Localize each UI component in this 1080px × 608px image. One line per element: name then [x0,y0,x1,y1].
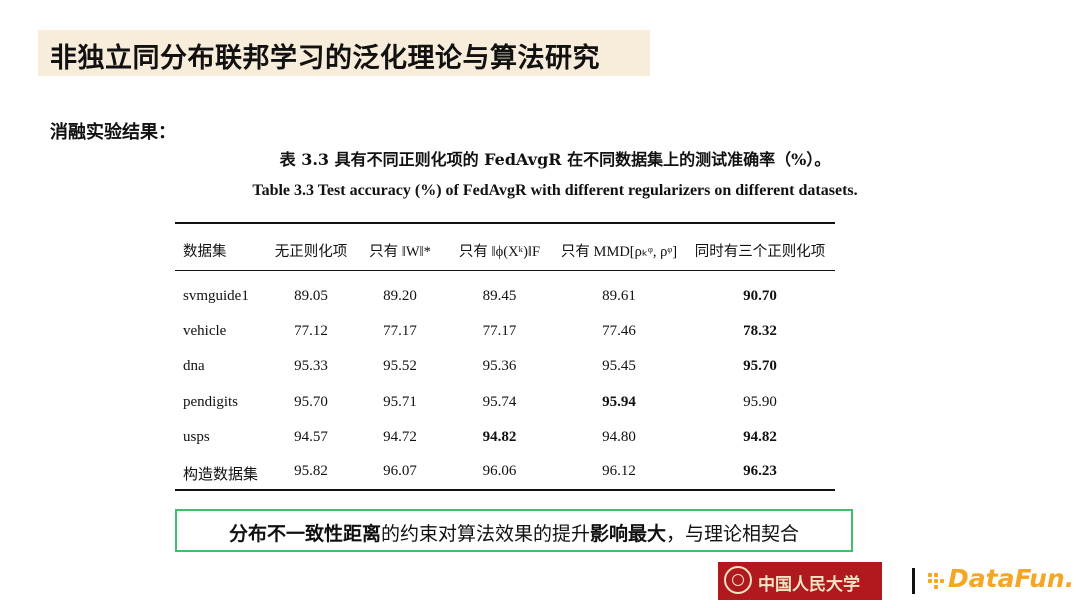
table-cell-no-reg: 77.12 [294,323,328,339]
table-cell-dataset: vehicle [183,323,227,339]
header-dataset: 数据集 [183,244,227,260]
table-cell-no-reg: 95.70 [294,394,328,410]
datafun-dots-icon [928,573,948,589]
table-cell-no-reg: 94.57 [294,429,328,445]
table-cell-only-phi: 77.17 [482,323,517,339]
conclusion-bold-1: 分布不一致性距离 [228,523,381,545]
table-cell-all-three: 95.70 [743,358,777,374]
table-cell-no-reg: 89.05 [294,288,328,304]
header-only-phi: 只有 ‖ϕ(Xᵏ)‖F [458,244,541,260]
table-caption-en: Table 3.3 Test accuracy (%) of FedAvgR w… [252,182,858,199]
table-top-rule [175,222,835,224]
section-label: 消融实验结果： [50,122,176,143]
table-cell-only-w: 94.72 [383,429,417,445]
table-cell-only-w: 89.20 [383,288,417,304]
conclusion-plain-1: 的约束对算法效果的提升 [380,523,590,545]
table-cell-only-phi: 96.06 [482,463,517,479]
table-cell-all-three: 78.32 [743,323,777,339]
table-cell-all-three: 94.82 [743,429,777,445]
table-cell-only-phi: 95.36 [482,358,517,374]
table-cell-all-three: 90.70 [743,288,777,304]
page-title: 非独立同分布联邦学习的泛化理论与算法研究 [50,43,600,74]
table-cell-dataset: pendigits [183,394,238,410]
table-cell-only-phi: 94.82 [482,429,517,445]
title-background [38,30,650,76]
table-caption-cn: 表 3.3 具有不同正则化项的 FedAvgR 在不同数据集上的测试准确率（%）… [279,150,831,169]
table-cell-only-mmd: 95.45 [602,358,636,374]
table-cell-all-three: 96.23 [743,463,777,479]
table-cell-only-w: 77.17 [383,323,417,339]
table-cell-dataset: dna [183,358,205,374]
header-only-mmd: 只有 MMD[ρₖᵠ, ρᵠ] [560,244,678,260]
conclusion-bold-2: 影响最大 [590,523,667,545]
table-header-rule [175,270,835,271]
table-cell-only-phi: 89.45 [482,288,517,304]
ruc-logo-text: 中国人民大学 [758,575,860,595]
table-bottom-rule [175,489,835,491]
table-cell-only-mmd: 95.94 [602,394,636,410]
table-cell-no-reg: 95.33 [294,358,328,374]
ruc-logo: 中国人民大学 [718,562,882,600]
datafun-logo-text: DataFun. [948,564,1075,593]
conclusion-text: 分布不一致性距离的约束对算法效果的提升影响最大，与理论相契合 [175,519,853,546]
table-cell-only-w: 96.07 [383,463,417,479]
table-cell-only-mmd: 77.46 [602,323,636,339]
conclusion-box [175,509,853,552]
header-all-three: 同时有三个正则化项 [694,244,826,260]
table-cell-only-mmd: 89.61 [602,288,636,304]
table-cell-only-mmd: 94.80 [602,429,636,445]
table-cell-all-three: 95.90 [743,394,777,410]
table-cell-only-w: 95.52 [383,358,417,374]
table-cell-only-mmd: 96.12 [602,463,636,479]
header-no-reg: 无正则化项 [274,244,348,260]
header-only-w: 只有 ‖W‖* [369,244,431,260]
conclusion-plain-2: ，与理论相契合 [666,523,800,545]
table-cell-no-reg: 95.82 [294,463,328,479]
table-cell-only-w: 95.71 [383,394,417,410]
table-cell-only-phi: 95.74 [482,394,517,410]
ruc-seal-icon [724,566,752,594]
table-cell-dataset: usps [183,429,210,445]
logo-divider [912,568,915,594]
table-cell-dataset: 构造数据集 [183,467,259,483]
table-cell-dataset: svmguide1 [183,288,249,304]
